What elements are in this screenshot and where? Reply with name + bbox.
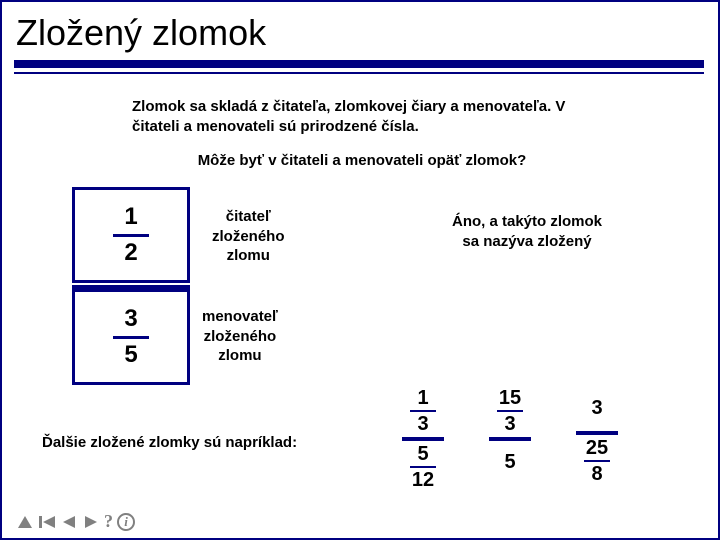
- nav-next-icon[interactable]: [82, 514, 100, 530]
- fraction-bar: [113, 336, 149, 339]
- denominator-box: 3 5: [72, 289, 190, 385]
- question-text: Môže byť v čitateli a menovateli opäť zl…: [152, 152, 572, 169]
- page-title: Zložený zlomok: [2, 2, 718, 58]
- nav-prev-icon[interactable]: [60, 514, 78, 530]
- example-1: 1 3 5 12: [402, 387, 444, 491]
- nav-first-icon[interactable]: [38, 514, 56, 530]
- top-denominator: 2: [113, 239, 149, 268]
- intro-text: Zlomok sa skladá z čitateľa, zlomkovej č…: [132, 97, 592, 136]
- title-rule-thin: [14, 72, 704, 74]
- more-examples-label: Ďalšie zložené zlomky sú napríklad:: [42, 434, 297, 451]
- top-numerator: 1: [113, 203, 149, 232]
- answer-text: Áno, a takýto zlomok sa nazýva zložený: [402, 212, 652, 251]
- numerator-label: čitateľ zloženého zlomu: [212, 207, 285, 266]
- bottom-numerator: 3: [113, 305, 149, 334]
- nav-info-icon[interactable]: i: [117, 513, 135, 531]
- example-fractions: 1 3 5 12 15 3 5 3 25 8: [402, 387, 618, 491]
- bottom-denominator: 5: [113, 341, 149, 370]
- denominator-label: menovateľ zloženého zlomu: [202, 307, 278, 366]
- numerator-box: 1 2: [72, 187, 190, 283]
- example-2: 15 3 5: [489, 387, 531, 491]
- nav-bar: ? i: [16, 511, 135, 532]
- example-3: 3 25 8: [576, 387, 618, 491]
- nav-help-icon[interactable]: ?: [104, 511, 113, 532]
- fraction-bar: [113, 234, 149, 237]
- title-rule-thick: [14, 60, 704, 68]
- main-fraction-bar: [72, 285, 190, 289]
- nav-up-icon[interactable]: [16, 514, 34, 530]
